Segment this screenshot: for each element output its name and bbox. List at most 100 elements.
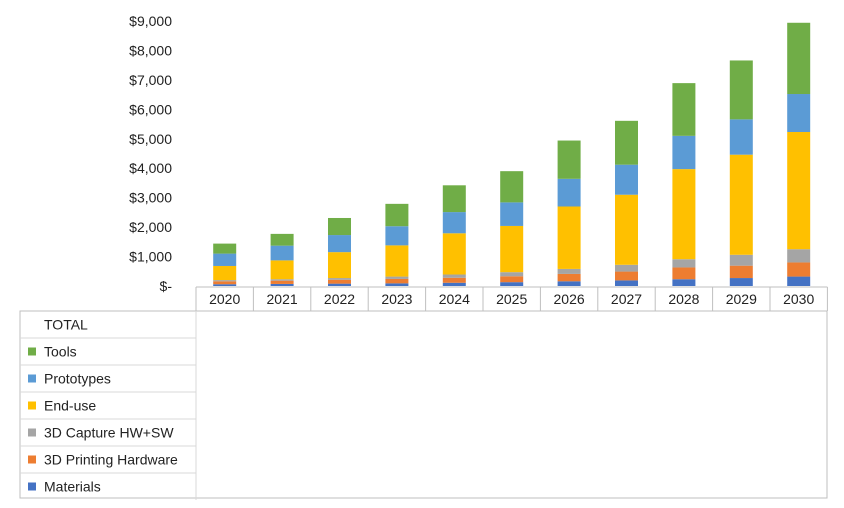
bar-segment-3d-capture-hw-sw-2025 xyxy=(500,272,524,277)
bar-segment-prototypes-2020 xyxy=(213,253,237,266)
bar-segment-materials-2022 xyxy=(328,283,351,286)
legend-table: TOTAL Tools Prototypes End-use 3D Capture HW… xyxy=(20,311,197,500)
y-tick-label: $3,000 xyxy=(129,190,172,206)
bar-segment-materials-2024 xyxy=(442,282,466,286)
bar-segment-end-use-2029 xyxy=(729,154,753,255)
bar-segment-prototypes-2021 xyxy=(270,245,294,261)
category-row: 2020 2021 2022 2023 2024 2025 2026 2027 2028 2029… xyxy=(195,286,828,311)
bar-segment-end-use-2027 xyxy=(615,194,638,265)
category-label: 2030 xyxy=(783,291,814,307)
bar-segment-materials-2029 xyxy=(729,278,753,286)
bar-segment-materials-2025 xyxy=(500,282,524,286)
legend-label: 3D Printing Hardware xyxy=(44,452,178,468)
bar-segment-materials-2027 xyxy=(615,280,638,286)
category-label: 2022 xyxy=(324,291,355,307)
y-tick-label: $1,000 xyxy=(129,249,172,265)
bar-segment-tools-2028 xyxy=(672,83,696,136)
category-label: 2020 xyxy=(209,291,240,307)
bar-segment-3d-capture-hw-sw-2029 xyxy=(729,254,753,266)
bar-segment-3d-printing-hardware-2024 xyxy=(442,277,466,283)
bar-segment-materials-2030 xyxy=(787,276,811,286)
category-label: 2029 xyxy=(726,291,757,307)
bar-segment-prototypes-2030 xyxy=(787,94,811,132)
category-label: 2028 xyxy=(668,291,699,307)
legend-label: Prototypes xyxy=(44,371,111,387)
category-label: 2023 xyxy=(381,291,412,307)
legend-label: Materials xyxy=(44,479,101,495)
bar-segment-3d-capture-hw-sw-2020 xyxy=(213,280,237,282)
bar-segment-end-use-2022 xyxy=(328,252,351,279)
bar-segment-3d-capture-hw-sw-2028 xyxy=(672,259,696,268)
bar-segment-3d-printing-hardware-2022 xyxy=(328,279,351,284)
bar-segment-3d-printing-hardware-2023 xyxy=(385,278,409,284)
bar-segment-prototypes-2025 xyxy=(500,202,524,226)
y-tick-label: $6,000 xyxy=(129,101,172,117)
bar-segment-prototypes-2022 xyxy=(328,235,351,253)
bar-segment-3d-printing-hardware-2026 xyxy=(557,273,581,282)
bar-segment-3d-capture-hw-sw-2027 xyxy=(615,264,638,272)
bar-segment-end-use-2024 xyxy=(442,233,466,275)
y-tick-label: $8,000 xyxy=(129,42,172,58)
y-tick-label: $4,000 xyxy=(129,160,172,176)
category-label: 2024 xyxy=(439,291,470,307)
bar-segment-tools-2022 xyxy=(328,217,351,236)
bar-segment-materials-2023 xyxy=(385,283,409,286)
bar-segment-end-use-2026 xyxy=(557,206,581,269)
bar-segment-tools-2030 xyxy=(787,22,811,95)
legend-swatch xyxy=(28,347,36,356)
legend-swatch xyxy=(28,428,36,437)
bar-segment-materials-2021 xyxy=(270,283,294,286)
bar-segment-3d-printing-hardware-2025 xyxy=(500,276,524,283)
bars xyxy=(213,22,811,286)
bar-segment-materials-2028 xyxy=(672,279,696,286)
bar-segment-3d-capture-hw-sw-2022 xyxy=(328,278,351,280)
legend-swatch xyxy=(28,455,36,464)
bar-segment-end-use-2023 xyxy=(385,245,409,277)
bar-segment-3d-capture-hw-sw-2024 xyxy=(442,274,466,278)
legend-swatch xyxy=(28,482,36,491)
bar-segment-3d-printing-hardware-2021 xyxy=(270,280,294,284)
legend-label: Tools xyxy=(44,344,77,360)
bar-segment-tools-2023 xyxy=(385,203,409,227)
bar-segment-end-use-2021 xyxy=(270,260,294,280)
bar-segment-end-use-2025 xyxy=(500,225,524,273)
bar-segment-3d-printing-hardware-2029 xyxy=(729,265,753,279)
bar-segment-tools-2029 xyxy=(729,60,753,120)
legend-swatch xyxy=(28,374,36,383)
bar-segment-3d-printing-hardware-2020 xyxy=(213,281,237,285)
category-label: 2025 xyxy=(496,291,527,307)
bar-segment-tools-2026 xyxy=(557,140,581,179)
bar-segment-prototypes-2028 xyxy=(672,135,696,170)
legend-label: End-use xyxy=(44,398,96,414)
bar-segment-3d-printing-hardware-2030 xyxy=(787,262,811,277)
bar-segment-tools-2027 xyxy=(615,120,638,165)
bar-segment-tools-2024 xyxy=(442,185,466,213)
y-axis: $- $1,000 $2,000 $3,000 $4,000 $5,000 $6,000 $7… xyxy=(129,13,172,294)
y-tick-label: $7,000 xyxy=(129,72,172,88)
legend-header: TOTAL xyxy=(44,317,88,333)
y-tick-label: $9,000 xyxy=(129,13,172,29)
legend-swatch xyxy=(28,401,36,410)
table-border xyxy=(19,310,828,499)
bar-segment-tools-2020 xyxy=(213,243,237,254)
legend-label: 3D Capture HW+SW xyxy=(44,425,174,441)
y-tick-label: $- xyxy=(160,278,173,294)
category-label: 2026 xyxy=(554,291,585,307)
bar-segment-end-use-2020 xyxy=(213,265,237,281)
bar-segment-prototypes-2026 xyxy=(557,178,581,207)
bar-segment-3d-capture-hw-sw-2021 xyxy=(270,279,294,281)
category-label: 2021 xyxy=(267,291,298,307)
bar-segment-prototypes-2023 xyxy=(385,226,409,246)
bar-segment-3d-capture-hw-sw-2023 xyxy=(385,276,409,279)
y-tick-label: $2,000 xyxy=(129,219,172,235)
y-tick-label: $5,000 xyxy=(129,131,172,147)
bar-segment-3d-printing-hardware-2027 xyxy=(615,271,638,281)
category-label: 2027 xyxy=(611,291,642,307)
bar-segment-3d-capture-hw-sw-2026 xyxy=(557,268,581,274)
bar-segment-prototypes-2029 xyxy=(729,119,753,155)
bar-segment-prototypes-2027 xyxy=(615,164,638,195)
bar-segment-tools-2021 xyxy=(270,233,294,246)
bar-segment-3d-capture-hw-sw-2030 xyxy=(787,249,811,263)
